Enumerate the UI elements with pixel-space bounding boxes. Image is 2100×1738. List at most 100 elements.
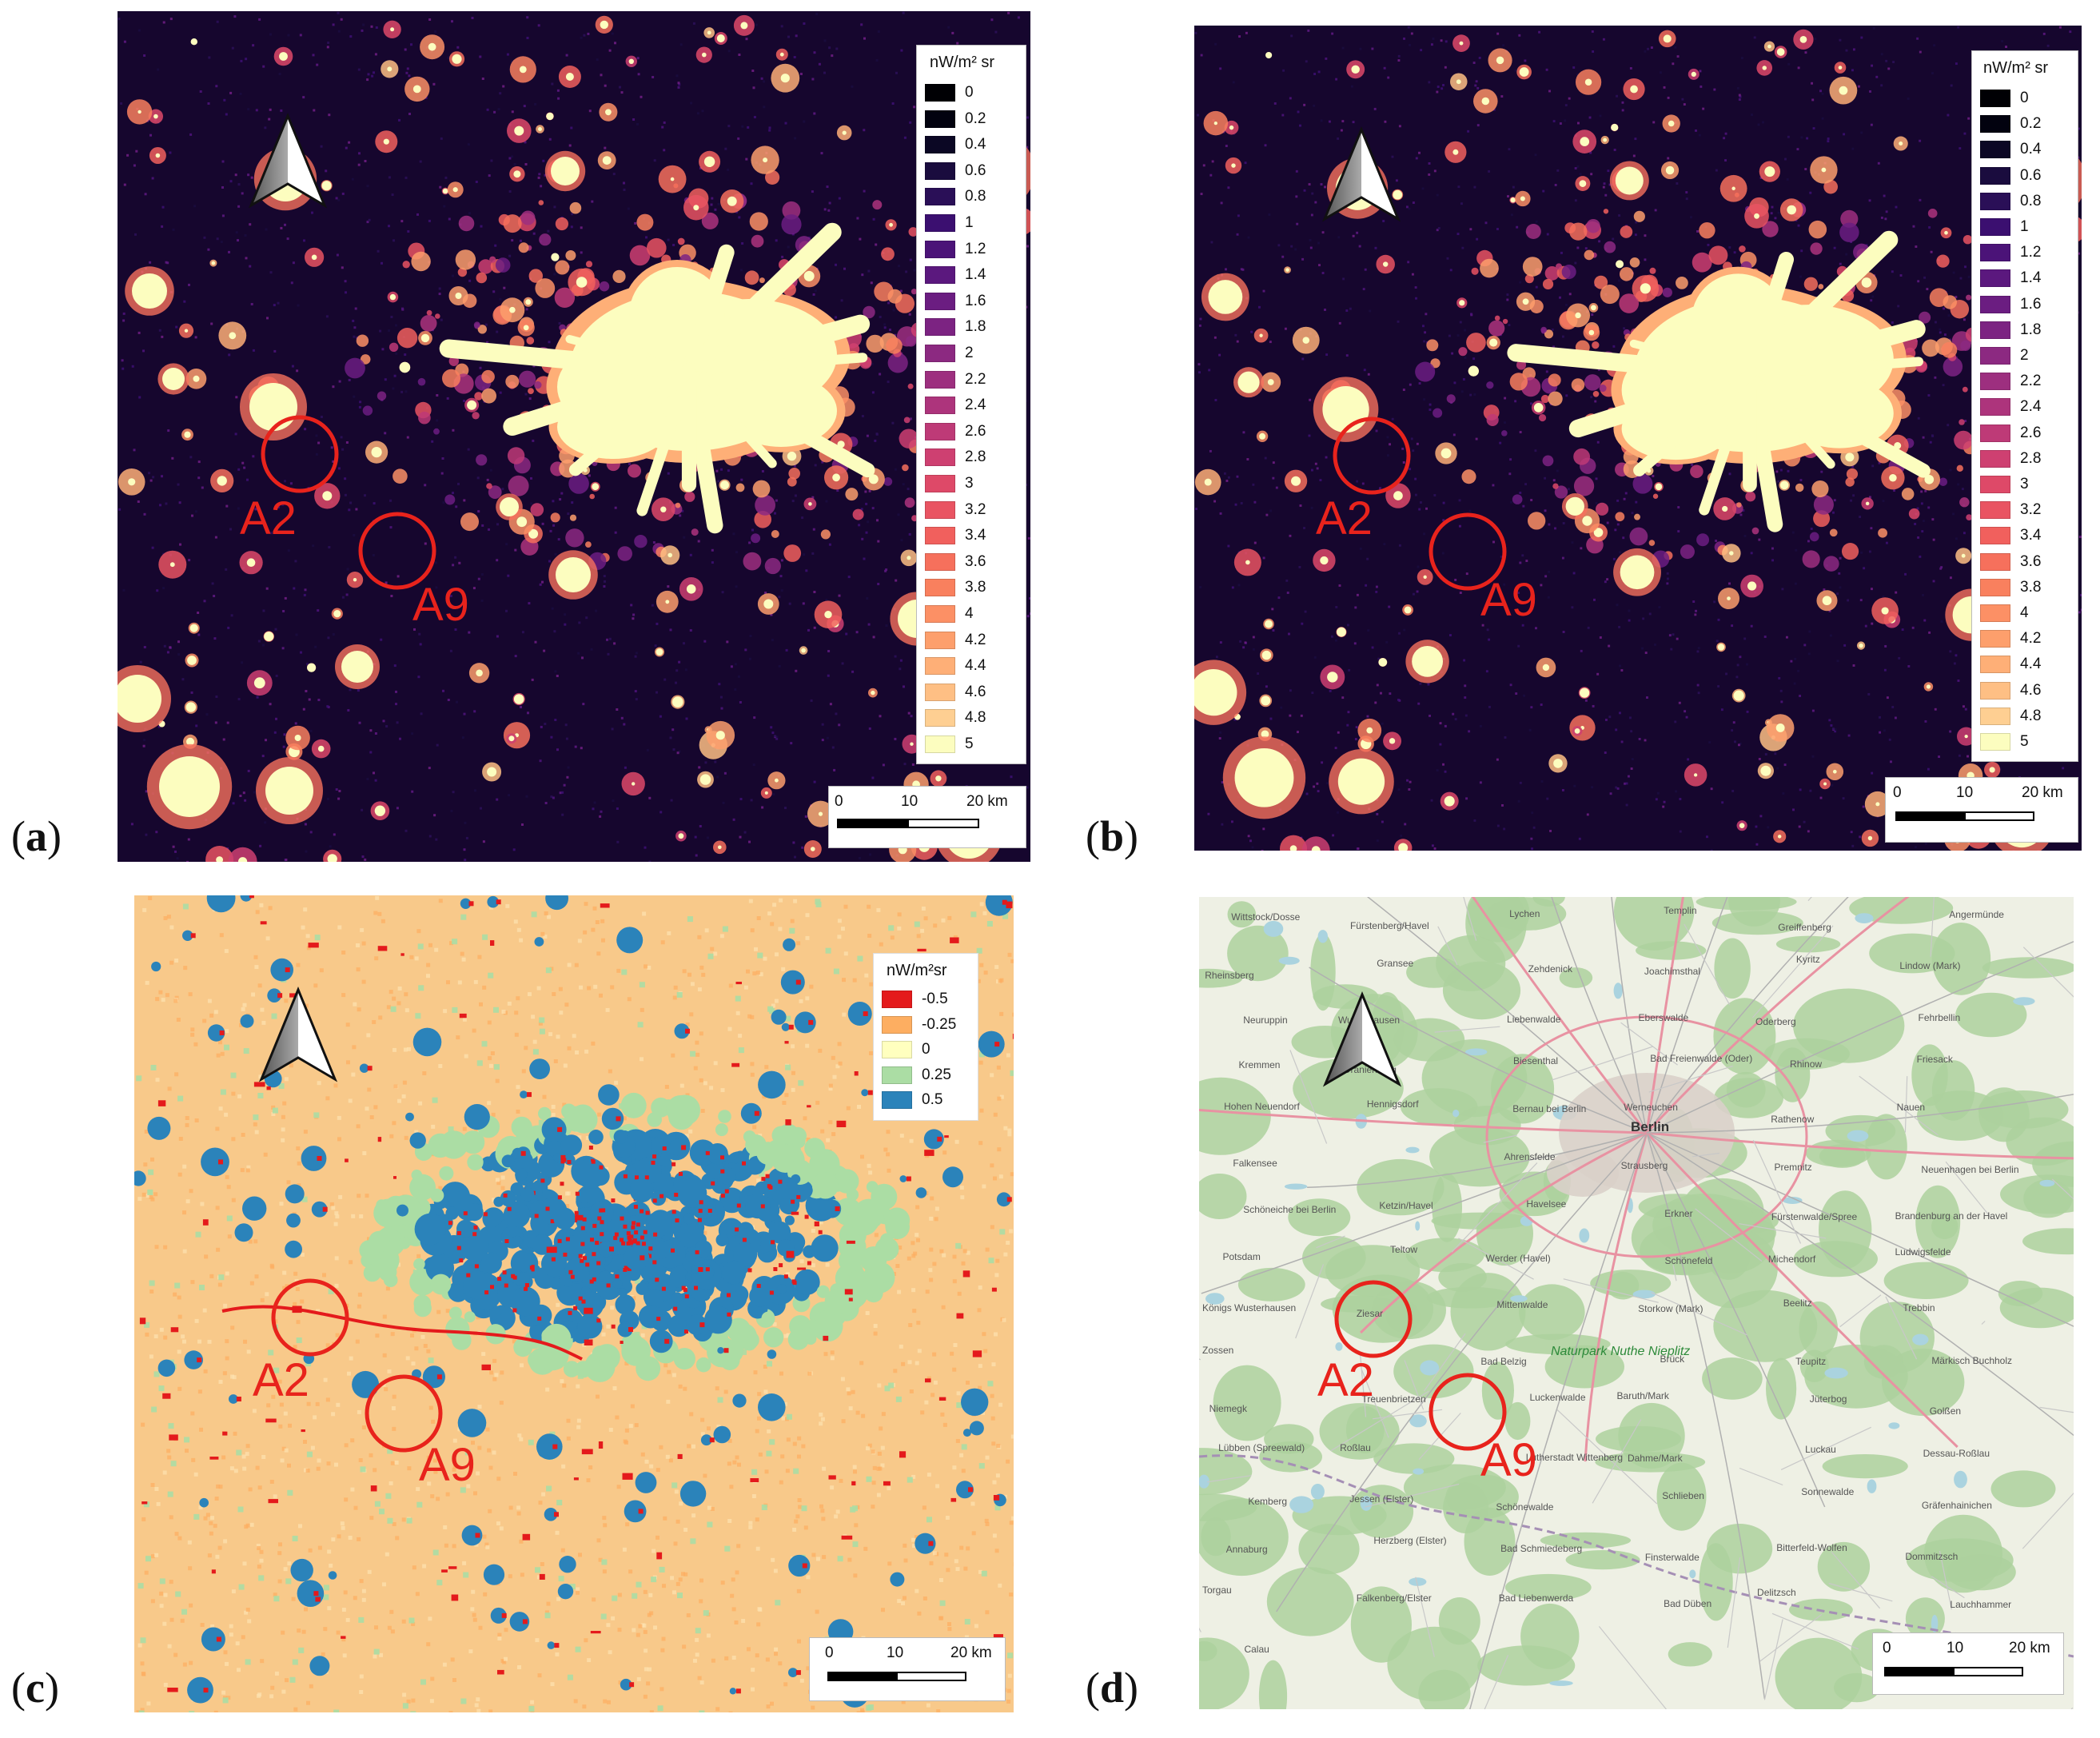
legend-value: 2.4 [2020, 398, 2042, 416]
legend-swatch [925, 397, 955, 415]
legend-value: 1.6 [2020, 295, 2042, 313]
legend-swatch [925, 161, 955, 180]
place-label: Dahme/Mark [1627, 1452, 1683, 1464]
place-label: Joachimsthal [1644, 966, 1700, 978]
place-label: Kemberg [1248, 1496, 1288, 1508]
legend-entry: 2.4 [925, 397, 986, 415]
legend-entry: 3.6 [1980, 552, 2041, 571]
legend-value: 1.8 [965, 318, 986, 336]
legend-swatch [925, 188, 955, 206]
place-label: Märkisch Buchholz [1931, 1355, 2013, 1367]
place-label: Lutherstadt Wittenberg [1525, 1452, 1624, 1464]
scalebar-bar-black [837, 819, 909, 828]
legend-value: 2.8 [965, 448, 986, 466]
legend-entry: 4.6 [925, 683, 986, 701]
place-label: Gräfenhainichen [1921, 1499, 1992, 1511]
legend-swatch [1980, 347, 2010, 365]
place-label: Liebenwalde [1507, 1013, 1561, 1025]
legend-entry: 3.8 [1980, 578, 2042, 596]
legend-swatch [1980, 115, 2010, 134]
legend-entry: 1.6 [1980, 295, 2042, 313]
place-label: Beelitz [1783, 1298, 1812, 1309]
place-label: Nauen [1896, 1102, 1926, 1114]
legend-value: 1.8 [2020, 321, 2042, 338]
legend-value: 3.4 [965, 527, 986, 544]
legend-entry: 2 [925, 345, 974, 362]
legend-entry: 0 [882, 1041, 930, 1058]
legend-entry: 1.4 [1980, 269, 2041, 288]
place-label: Angermünde [1949, 909, 2004, 921]
place-label: Schönewalde [1496, 1501, 1554, 1513]
radiance-legend-a: nW/m² sr 0 0.2 0.4 0.6 0.8 1 1.2 1.4 1.6 1.8 2 2.2 2… [916, 45, 1026, 764]
legend-swatch [925, 735, 955, 753]
legend-swatch [925, 631, 955, 649]
place-label: Lübben (Spreewald) [1218, 1441, 1305, 1453]
place-label: Fürstenwalde/Spree [1771, 1211, 1858, 1223]
legend-value: 1.2 [2020, 244, 2042, 261]
place-label: Annaburg [1225, 1543, 1268, 1555]
place-label: Storkow (Mark) [1638, 1302, 1704, 1314]
legend-swatch [925, 136, 955, 154]
place-label: Teltow [1390, 1243, 1418, 1255]
legend-swatch [1980, 218, 2010, 236]
legend-entry: 3.8 [925, 579, 986, 597]
place-label: Werneuchen [1624, 1102, 1678, 1114]
legend-value: 3.8 [2020, 578, 2042, 596]
legend-swatch [1980, 476, 2010, 493]
legend-swatch [1980, 656, 2010, 674]
place-label: Oderberg [1755, 1015, 1796, 1027]
place-label: Königs Wusterhausen [1202, 1302, 1297, 1313]
legend-entry: 0.2 [1980, 115, 2041, 134]
legend-value: 5 [965, 735, 974, 752]
legend-entry: 2.6 [1980, 424, 2041, 442]
place-label: Bad Düben [1664, 1598, 1712, 1610]
legend-value: 3.2 [2020, 501, 2042, 519]
panel-label-c: (c) [11, 1664, 59, 1712]
legend-title: nW/m² sr [1983, 59, 2049, 77]
place-label: Kremmen [1238, 1059, 1281, 1071]
place-label: Kyritz [1795, 953, 1820, 965]
legend-value: 0.2 [965, 110, 986, 127]
place-label: Sonnewalde [1801, 1485, 1855, 1497]
legend-value: 4 [965, 605, 974, 622]
legend-entry: 0 [925, 84, 974, 102]
place-label: Teupitz [1795, 1355, 1827, 1367]
place-label: Berlin [1631, 1119, 1670, 1134]
difference-legend: nW/m²sr -0.5 -0.25 0 0.25 0.5 [873, 953, 978, 1121]
legend-value: 0.6 [965, 161, 986, 179]
legend-value: 0.4 [965, 136, 986, 153]
scalebar-bar-black [1895, 811, 1966, 821]
legend-swatch [925, 214, 955, 232]
legend-entry: 0 [1980, 90, 2029, 107]
place-label: Bad Belzig [1480, 1355, 1527, 1367]
legend-entry: 3.4 [1980, 527, 2041, 545]
place-label: Luckau [1805, 1443, 1836, 1455]
legend-entry: 2.2 [925, 370, 986, 389]
legend-swatch [882, 1066, 912, 1084]
legend-entry: 0.8 [1980, 192, 2041, 210]
place-label: Havelsee [1526, 1198, 1567, 1210]
place-label: Michendorf [1767, 1253, 1816, 1265]
legend-value: 4.8 [2020, 707, 2042, 724]
scalebar-bar-black [827, 1672, 898, 1681]
legend-entry: -0.5 [882, 991, 948, 1008]
place-label: Strausberg [1620, 1159, 1668, 1171]
legend-entry: 3.4 [925, 527, 986, 545]
place-label: Finsterwalde [1644, 1551, 1700, 1563]
legend-title: nW/m²sr [887, 962, 947, 979]
place-label: Niemegk [1209, 1402, 1247, 1414]
legend-value: 2 [2020, 347, 2029, 364]
scalebar-tick-20: 20 km [2009, 1640, 2050, 1656]
legend-value: 1.2 [965, 240, 986, 257]
scalebar-c: 0 10 20 km [809, 1637, 1006, 1701]
place-label: Friesack [1916, 1053, 1953, 1065]
panel-b-map [1194, 26, 2082, 851]
legend-value: 0 [965, 84, 974, 101]
legend-value: 4 [2020, 604, 2029, 621]
place-label: Templin [1664, 905, 1697, 917]
place-label: Erkner [1664, 1208, 1693, 1220]
osm-basemap [1199, 897, 2074, 1709]
legend-swatch [925, 475, 955, 492]
legend-entry: 4.6 [1980, 681, 2041, 700]
legend-swatch [1980, 244, 2010, 262]
